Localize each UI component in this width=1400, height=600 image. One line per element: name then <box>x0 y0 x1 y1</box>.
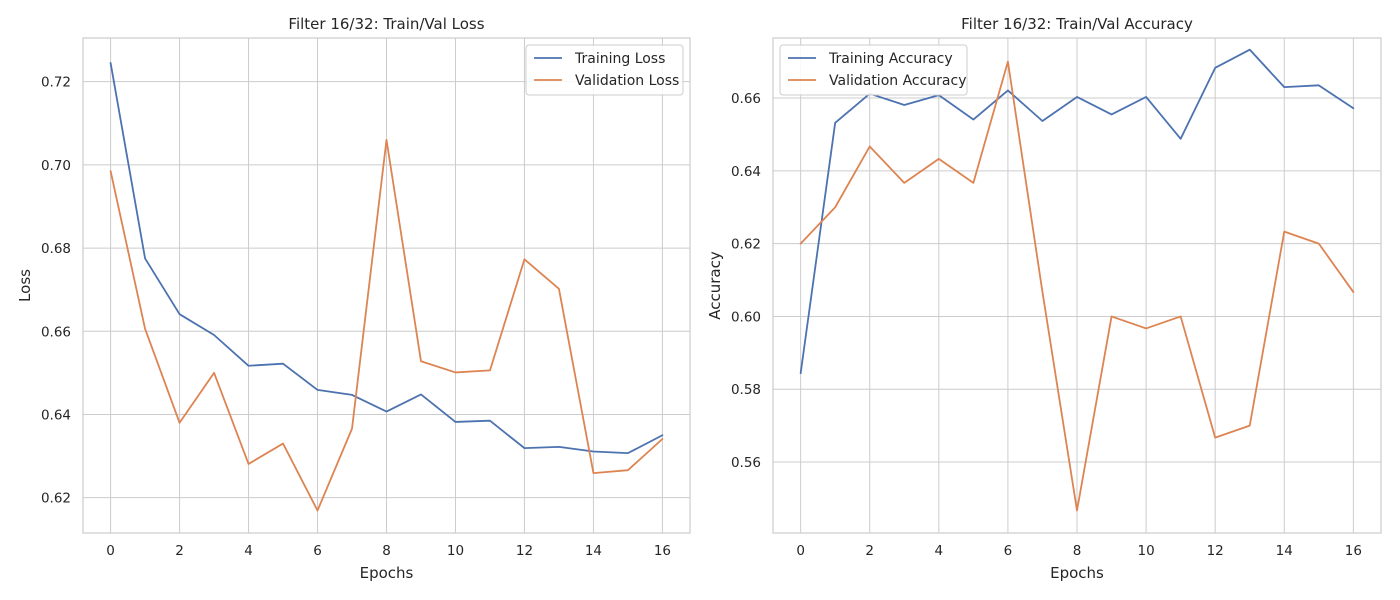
loss-chart-grid <box>83 38 690 533</box>
accuracy-chart-legend: Training Accuracy Validation Accuracy <box>779 44 968 96</box>
loss-chart-x-tick-label: 0 <box>106 543 115 559</box>
accuracy-chart-x-tick-label: 6 <box>1004 543 1013 559</box>
accuracy-chart-legend-box <box>779 44 968 96</box>
loss-chart-y-tick-label: 0.72 <box>41 75 71 91</box>
loss-chart-y-tick-label: 0.66 <box>41 324 71 340</box>
loss-chart: 0 2 4 6 8 10 12 14 16 0.62 0.64 0.66 0.68 0.70 0.72 Fi… <box>16 15 691 582</box>
accuracy-chart-ticks: 0 2 4 6 8 10 12 14 16 0.56 0.58 0.60 0.62 0.64 0.66 <box>731 91 1362 559</box>
loss-chart-x-tick-label: 12 <box>516 543 533 559</box>
loss-chart-x-tick-label: 8 <box>382 543 391 559</box>
validation-loss-line <box>109 139 664 512</box>
loss-chart-x-tick-label: 6 <box>313 543 322 559</box>
accuracy-chart-grid <box>773 38 1381 533</box>
accuracy-chart-y-tick-label: 0.66 <box>731 91 761 107</box>
training-loss-line <box>109 62 664 455</box>
loss-chart-y-axis-label: Loss <box>16 269 34 302</box>
accuracy-chart-x-tick-label: 12 <box>1207 543 1224 559</box>
accuracy-chart: 0 2 4 6 8 10 12 14 16 0.56 0.58 0.60 0.62 0.64 0.66 Fi… <box>706 15 1382 582</box>
loss-chart-x-tick-label: 14 <box>585 543 602 559</box>
loss-chart-ticks: 0 2 4 6 8 10 12 14 16 0.62 0.64 0.66 0.68 0.70 0.72 <box>41 75 671 559</box>
loss-chart-x-tick-label: 2 <box>175 543 184 559</box>
training-loss-legend-label: Training Loss <box>574 51 665 67</box>
accuracy-chart-x-tick-label: 14 <box>1276 543 1293 559</box>
loss-chart-x-tick-label: 10 <box>447 543 464 559</box>
accuracy-chart-title: Filter 16/32: Train/Val Accuracy <box>961 15 1193 33</box>
accuracy-chart-y-tick-label: 0.60 <box>731 309 761 325</box>
validation-accuracy-legend-label: Validation Accuracy <box>829 73 967 89</box>
accuracy-chart-y-axis-label: Accuracy <box>706 251 724 320</box>
loss-chart-y-tick-label: 0.62 <box>41 491 71 507</box>
loss-chart-y-tick-label: 0.70 <box>41 158 71 174</box>
loss-chart-x-axis-label: Epochs <box>360 564 414 582</box>
loss-chart-legend: Training Loss Validation Loss <box>525 44 684 96</box>
loss-chart-legend-box <box>525 44 684 96</box>
accuracy-chart-x-tick-label: 2 <box>865 543 874 559</box>
validation-loss-legend-label: Validation Loss <box>575 73 679 89</box>
accuracy-chart-y-tick-label: 0.58 <box>731 382 761 398</box>
accuracy-chart-x-tick-label: 10 <box>1137 543 1154 559</box>
accuracy-chart-x-tick-label: 0 <box>796 543 805 559</box>
loss-chart-plot-frame <box>82 37 691 534</box>
loss-chart-title: Filter 16/32: Train/Val Loss <box>288 15 484 33</box>
accuracy-chart-x-tick-label: 16 <box>1345 543 1362 559</box>
accuracy-chart-x-tick-label: 8 <box>1073 543 1082 559</box>
accuracy-chart-x-tick-label: 4 <box>935 543 944 559</box>
loss-chart-y-tick-label: 0.64 <box>41 407 71 423</box>
accuracy-chart-y-tick-label: 0.64 <box>731 164 761 180</box>
accuracy-chart-series <box>799 48 1355 512</box>
loss-chart-series <box>109 62 664 512</box>
accuracy-chart-y-tick-label: 0.62 <box>731 237 761 253</box>
training-accuracy-legend-label: Training Accuracy <box>828 51 953 67</box>
loss-chart-y-tick-label: 0.68 <box>41 241 71 257</box>
accuracy-chart-x-axis-label: Epochs <box>1050 564 1104 582</box>
accuracy-chart-plot-frame <box>772 37 1382 534</box>
training-accuracy-line <box>799 48 1355 375</box>
validation-accuracy-line <box>799 60 1355 512</box>
accuracy-chart-y-tick-label: 0.56 <box>731 455 761 471</box>
loss-chart-x-tick-label: 4 <box>244 543 253 559</box>
loss-chart-x-tick-label: 16 <box>654 543 671 559</box>
